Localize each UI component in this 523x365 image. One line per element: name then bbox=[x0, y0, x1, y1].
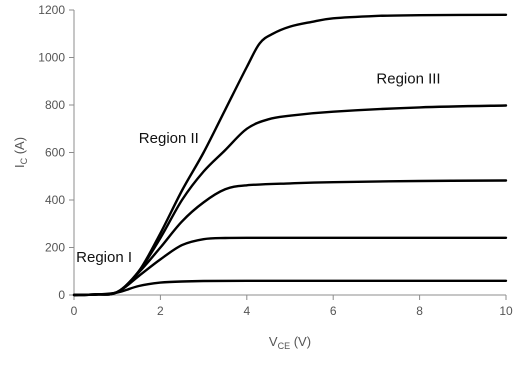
x-tick-label: 6 bbox=[330, 304, 337, 318]
y-tick-label: 600 bbox=[45, 146, 65, 160]
x-axis-title: VCE (V) bbox=[269, 334, 311, 351]
series-line-1 bbox=[72, 279, 508, 297]
region-label: Region III bbox=[376, 71, 440, 88]
x-tick-label: 8 bbox=[416, 304, 423, 318]
region-label: Region I bbox=[76, 249, 132, 266]
y-axis-title: IC (A) bbox=[12, 137, 29, 168]
x-tick-label: 2 bbox=[157, 304, 164, 318]
y-axis-title-main: I bbox=[12, 164, 27, 168]
y-tick-label: 800 bbox=[45, 98, 65, 112]
region-label: Region II bbox=[139, 130, 199, 147]
x-axis-title-sub: CE bbox=[278, 341, 291, 351]
x-tick-label: 0 bbox=[71, 304, 78, 318]
x-tick-label: 10 bbox=[499, 304, 513, 318]
y-tick-label: 0 bbox=[58, 288, 65, 302]
curves bbox=[72, 13, 508, 297]
y-tick-label: 1000 bbox=[38, 51, 65, 65]
ticks: 0 2 4 6 8 10 0 200 400 600 800 1000 1200 bbox=[38, 3, 513, 318]
y-tick-label: 200 bbox=[45, 241, 65, 255]
y-tick-label: 1200 bbox=[38, 3, 65, 17]
series-line-5 bbox=[72, 13, 508, 297]
y-axis-title-unit: (A) bbox=[12, 137, 27, 158]
y-axis-title-sub: C bbox=[19, 157, 29, 164]
annotations: Region I Region II Region III bbox=[76, 71, 440, 266]
x-axis-title-unit: (V) bbox=[290, 334, 311, 349]
axes bbox=[73, 10, 506, 296]
x-tick-label: 4 bbox=[243, 304, 250, 318]
y-tick-label: 400 bbox=[45, 193, 65, 207]
x-axis-title-main: V bbox=[269, 334, 278, 349]
